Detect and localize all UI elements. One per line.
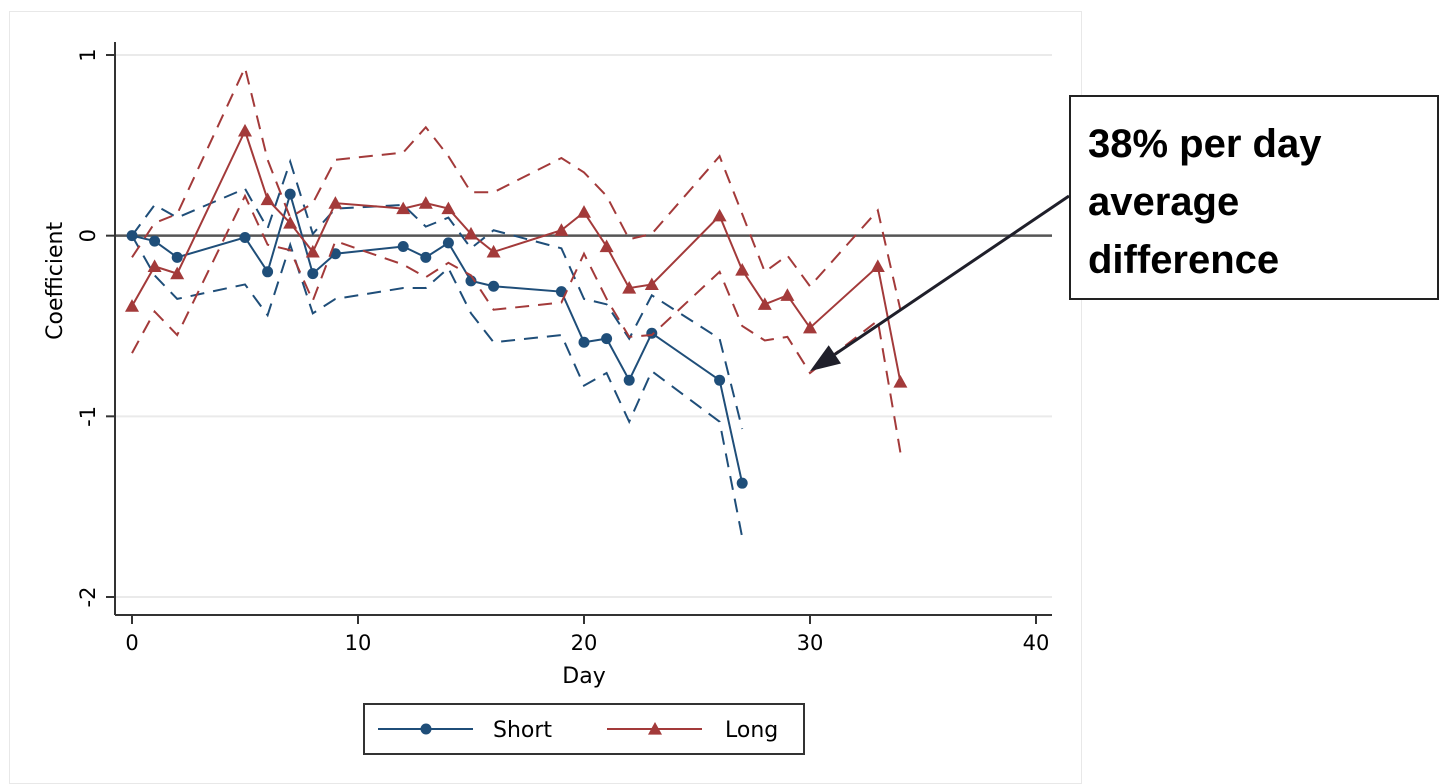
annotation-arrowhead [810, 345, 842, 372]
annotation-arrow-shaft [834, 194, 1070, 356]
series-long-line [131, 128, 902, 383]
series-long-point [238, 123, 252, 137]
series-long-point [441, 201, 456, 215]
legend-short-label: Short [493, 718, 552, 743]
x-axis-title: Day [562, 664, 605, 689]
series-short-point [307, 268, 319, 280]
x-tick-label: 30 [797, 631, 824, 655]
series-short-point [442, 237, 454, 249]
series-long-point [780, 288, 795, 301]
series-long-point [577, 205, 591, 218]
series-layer [125, 64, 908, 538]
series-short-point [488, 280, 500, 292]
series-long [125, 64, 908, 453]
series-long-point [870, 259, 885, 272]
series-long-point [147, 259, 162, 272]
series-short-line [131, 190, 744, 484]
series-long-point [893, 375, 908, 388]
x-tick-label: 20 [571, 631, 598, 655]
y-tick-label: 1 [76, 48, 100, 61]
series-short-point [149, 235, 161, 247]
series-short-point [736, 477, 748, 489]
series-short-point [623, 374, 635, 386]
series-long-point [599, 239, 614, 253]
series-long-point [305, 244, 320, 258]
legend-long-label: Long [725, 718, 778, 743]
x-tick-label: 0 [125, 631, 138, 655]
series-long-point [464, 226, 478, 240]
series-long-point [125, 299, 139, 312]
series-long-upper-ci [131, 64, 902, 310]
annotation-text: 38% per day average difference [1088, 122, 1322, 282]
series-long-point [712, 208, 727, 222]
series-short [126, 158, 748, 538]
grid-lines [115, 54, 1052, 598]
legend-short-marker [420, 723, 432, 735]
x-tick-label: 40 [1023, 631, 1050, 655]
series-long-point [328, 196, 343, 209]
series-short-point [171, 251, 183, 263]
series-short-point [601, 333, 613, 345]
series-long-point [644, 277, 659, 291]
series-long-point [554, 223, 569, 236]
series-long-point [486, 244, 501, 258]
legend-long-marker [648, 722, 662, 735]
series-short-point [239, 231, 251, 243]
series-long-point [283, 216, 298, 229]
plot-panel [9, 11, 1082, 784]
y-axis-title: Coefficient [43, 221, 68, 339]
series-long-point [735, 262, 750, 276]
series-short-point [646, 327, 658, 339]
annotation-box: 38% per day average difference [1069, 95, 1439, 300]
series-short-point [126, 230, 138, 242]
series-long-point [757, 297, 772, 310]
series-long-point [260, 192, 275, 206]
x-tick-label: 10 [345, 631, 372, 655]
series-short-point [397, 241, 409, 253]
series-short-upper-ci [131, 158, 744, 430]
series-long-point [803, 320, 817, 334]
series-short-point [284, 188, 296, 200]
y-tick-label: -1 [76, 406, 100, 427]
series-long-point [622, 281, 637, 294]
annotation-arrow [810, 194, 1070, 372]
y-tick-label: 0 [76, 229, 100, 242]
series-long-point [170, 266, 185, 280]
series-long-point [418, 196, 433, 209]
series-short-point [714, 374, 726, 386]
legend: Short Long [363, 703, 805, 755]
series-short-point [578, 336, 590, 348]
series-short-point [420, 251, 432, 263]
series-short-point [262, 266, 274, 278]
series-short-lower-ci [131, 235, 744, 538]
y-tick-label: -2 [76, 587, 100, 608]
series-long-lower-ci [131, 193, 902, 453]
series-long-point [396, 201, 411, 215]
